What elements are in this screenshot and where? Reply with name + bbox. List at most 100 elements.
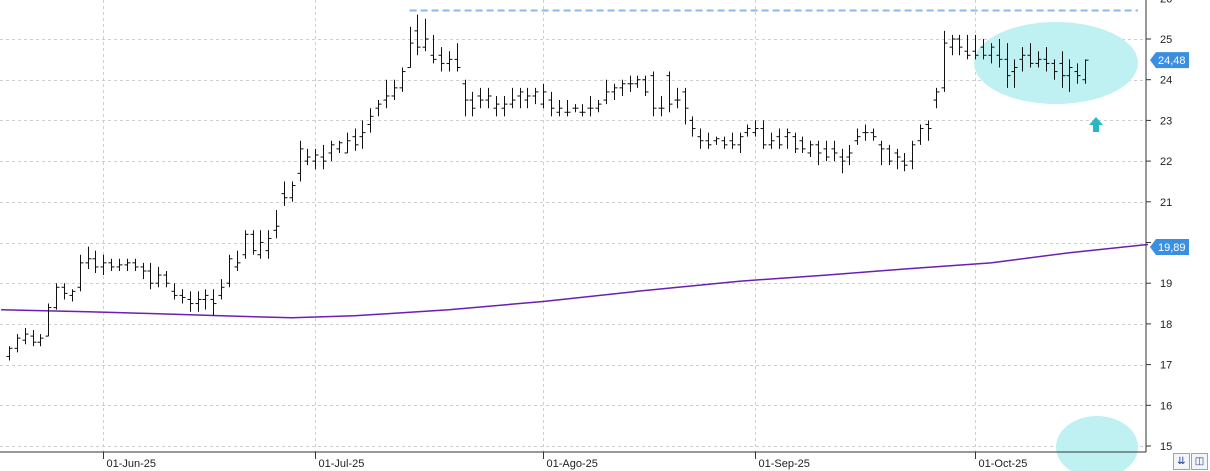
y-tick-label: 15 bbox=[1160, 441, 1172, 453]
ohlc-bar bbox=[477, 87, 484, 109]
ohlc-bar bbox=[85, 246, 92, 269]
ohlc-bar bbox=[462, 79, 469, 117]
ohlc-bar bbox=[92, 250, 99, 274]
ohlc-bar bbox=[163, 270, 170, 288]
ohlc-bar bbox=[242, 230, 249, 259]
ohlc-bar bbox=[22, 327, 29, 345]
last-price-tag-bg bbox=[1150, 52, 1189, 69]
ohlc-bar bbox=[784, 128, 791, 149]
ohlc-bar bbox=[956, 34, 963, 56]
ohlc-bar bbox=[689, 116, 696, 137]
ohlc-bar bbox=[265, 230, 272, 259]
ohlc-bar bbox=[1035, 51, 1042, 68]
ohlc-bar bbox=[988, 43, 995, 64]
ohlc-bar bbox=[894, 148, 901, 170]
ohlc-bar bbox=[603, 79, 610, 105]
ohlc-bar bbox=[414, 14, 421, 56]
ohlc-bar bbox=[556, 100, 563, 117]
ohlc-bar bbox=[721, 136, 728, 149]
ohlc-bar bbox=[399, 67, 406, 92]
ohlc-bar bbox=[972, 34, 979, 60]
ohlc-bar bbox=[564, 100, 571, 117]
x-tick-label: 01-Jul-25 bbox=[319, 458, 365, 470]
ohlc-bar bbox=[846, 144, 853, 166]
ohlc-bar bbox=[1004, 43, 1011, 88]
ohlc-bar bbox=[210, 289, 217, 316]
ohlc-bar bbox=[548, 91, 555, 117]
ohlc-bar bbox=[760, 120, 767, 149]
ohlc-bar bbox=[980, 39, 987, 60]
ohlc-bar bbox=[792, 132, 799, 153]
ohlc-bar bbox=[744, 124, 751, 137]
ohlc-bar bbox=[501, 95, 508, 117]
ohlc-bar bbox=[407, 26, 414, 68]
ohlc-bar bbox=[147, 262, 154, 290]
double-chevron-down-icon[interactable]: ⇊ bbox=[1173, 453, 1190, 470]
ohlc-bar bbox=[799, 136, 806, 153]
ohlc-bar bbox=[524, 87, 531, 109]
ohlc-bar bbox=[595, 100, 602, 113]
ohlc-bar bbox=[933, 87, 940, 109]
ohlc-bar bbox=[870, 128, 877, 141]
y-tick-label: 26 bbox=[1160, 0, 1172, 5]
ohlc-bar bbox=[195, 291, 202, 312]
ohlc-bar bbox=[807, 140, 814, 158]
ohlc-bar bbox=[202, 289, 209, 310]
ohlc-bar bbox=[179, 289, 186, 304]
ohlc-bar bbox=[375, 100, 382, 117]
ohlc-bar bbox=[297, 140, 304, 182]
ohlc-bar bbox=[768, 132, 775, 149]
ohlc-bar bbox=[14, 334, 21, 353]
ohlc-bar bbox=[862, 124, 869, 141]
ohlc-bar bbox=[469, 91, 476, 117]
ohlc-bar bbox=[352, 128, 359, 151]
floppy-disk-icon[interactable]: ◫ bbox=[1191, 453, 1208, 470]
ohlc-bar bbox=[1066, 59, 1073, 92]
lower-highlight bbox=[1056, 416, 1138, 471]
y-tick-label: 21 bbox=[1160, 197, 1172, 209]
y-tick-label: 23 bbox=[1160, 115, 1172, 127]
ohlc-bar bbox=[1027, 43, 1034, 68]
x-tick-label: 01-Jun-25 bbox=[107, 458, 157, 470]
ohlc-bar bbox=[289, 181, 296, 202]
ma-value-tag-label: 19,89 bbox=[1158, 242, 1186, 254]
ohlc-bar bbox=[627, 75, 634, 92]
ohlc-bar bbox=[540, 83, 547, 109]
ohlc-bar bbox=[964, 34, 971, 60]
ohlc-bar bbox=[430, 34, 437, 64]
ohlc-bar bbox=[320, 144, 327, 170]
ohlc-bar bbox=[155, 266, 162, 288]
ohlc-bar bbox=[886, 144, 893, 166]
ohlc-bar bbox=[304, 148, 311, 166]
ohlc-bar bbox=[949, 34, 956, 56]
ohlc-bar bbox=[124, 258, 131, 271]
x-tick-label: 01-Sep-25 bbox=[759, 458, 810, 470]
ohlc-bar bbox=[831, 140, 838, 162]
y-tick-label: 19 bbox=[1160, 278, 1172, 290]
ohlc-bar bbox=[509, 87, 516, 109]
ohlc-bar bbox=[1082, 59, 1089, 84]
ohlc-bar bbox=[187, 291, 194, 312]
highlight-zones bbox=[974, 22, 1138, 471]
price-tags: 24,48 19,89 bbox=[1150, 52, 1189, 255]
ohlc-bar bbox=[344, 132, 351, 154]
ohlc-bar bbox=[752, 120, 759, 137]
ohlc-bar bbox=[996, 39, 1003, 68]
ohlc-bar bbox=[45, 303, 52, 337]
chart-grid bbox=[0, 0, 1146, 452]
ohlc-bar bbox=[454, 43, 461, 72]
ohlc-bar bbox=[642, 75, 649, 96]
ohlc-bar bbox=[281, 181, 288, 206]
ohlc-bar bbox=[422, 18, 429, 52]
y-tick-label: 25 bbox=[1160, 34, 1172, 46]
moving-average-line bbox=[1, 243, 1149, 319]
ohlc-bar bbox=[108, 258, 115, 271]
ohlc-bar bbox=[925, 120, 932, 141]
ohlc-bar bbox=[1011, 59, 1018, 88]
ohlc-bar bbox=[61, 283, 68, 300]
ma-value-tag: 19,89 bbox=[1150, 238, 1189, 255]
ohlc-bar bbox=[273, 209, 280, 239]
ohlc-bar bbox=[705, 132, 712, 149]
x-axis-ticks: 01-Jun-25 01-Jul-25 01-Ago-25 01-Sep-25 01-O… bbox=[103, 452, 1027, 470]
